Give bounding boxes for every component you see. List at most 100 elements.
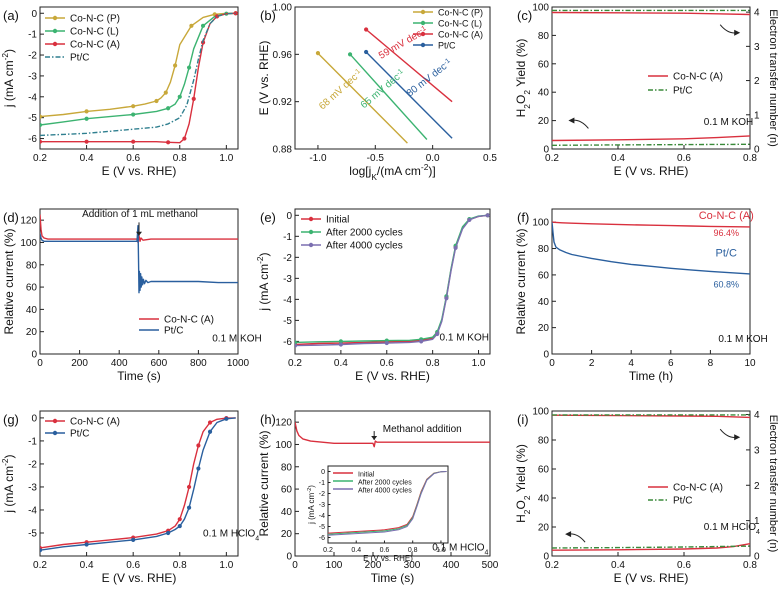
y-tick-label: -3 [28, 71, 37, 82]
plot-frame [39, 208, 239, 355]
y2-tick-label: 3 [754, 445, 760, 456]
series-layer [295, 213, 490, 348]
y-tick-label: -5 [319, 524, 325, 531]
y-tick-label: 1.00 [273, 3, 293, 14]
text-part: /(mA cm [377, 164, 421, 178]
annotation: 0.1 M HClO4 [203, 528, 259, 542]
annotation: Pt/C [716, 247, 737, 259]
legend-label: After 4000 cycles [326, 241, 403, 252]
data-point [453, 245, 458, 250]
x-axis-label: Time (s) [117, 369, 161, 383]
data-point [182, 136, 187, 141]
annotation-text: Addition of 1 mL methanol [82, 209, 198, 220]
data-point [191, 96, 196, 101]
x-tick-label: 0.8 [426, 358, 440, 369]
y-tick-label: -5 [28, 113, 37, 124]
y2-tick-label: 2 [754, 481, 760, 492]
text-part: 2 [522, 104, 532, 109]
x-tick-label: 0.0 [426, 153, 440, 164]
data-point [485, 213, 490, 218]
legend-marker [308, 242, 314, 248]
data-point [315, 51, 321, 56]
text-part: -2 [421, 162, 429, 172]
y-tick-label: -2 [28, 51, 37, 62]
text-part: -2 [307, 488, 313, 493]
y2-tick-label: 2 [754, 76, 760, 87]
data-point [131, 112, 136, 117]
annotation: 59 mV dec-1 [377, 25, 430, 62]
series-line-co-n-c-a- [295, 422, 490, 448]
data-point [84, 109, 89, 114]
series-line-pt-c [365, 51, 453, 139]
data-point [131, 139, 136, 144]
y-axis-label: j (mA cm-2) [255, 252, 271, 311]
text-part: O [514, 95, 528, 104]
data-point [364, 49, 369, 55]
text-part: 2 [522, 509, 532, 514]
x-tick-label: 0.2 [323, 547, 333, 554]
legend-marker [420, 42, 426, 48]
y-tick-label: 0 [31, 9, 37, 20]
y-axis-label: j (mA cm-2) [0, 49, 16, 108]
annotation: Addition of 1 mL methanol [82, 209, 198, 220]
x-axis-label: E (V vs. RHE) [614, 571, 689, 585]
legend-marker [52, 418, 58, 424]
y-axis-label: H2O2 Yield (%) [514, 444, 532, 523]
series-line-pt-c [40, 12, 236, 137]
x-tick-label: 0.6 [380, 358, 394, 369]
x-tick-label: 500 [482, 560, 499, 571]
panel-label: (d) [3, 210, 19, 225]
legend-label: Co-N-C (L) [70, 27, 119, 38]
data-point [347, 52, 353, 57]
x-tick-label: 0.4 [611, 153, 625, 164]
legend-label: Initial [326, 215, 349, 226]
y-tick-label: -1 [28, 30, 37, 41]
legend-label: Pt/C [70, 53, 89, 64]
annotation: 0.1 M HClO4 [432, 542, 488, 556]
arrow-head-icon [565, 531, 572, 538]
y-tick-label: 60 [538, 465, 550, 476]
text-part: K [371, 172, 377, 182]
y-axis-label: H2O2 Yield (%) [514, 39, 532, 118]
y-tick-label: 20 [538, 323, 550, 334]
y-tick-label: 20 [538, 523, 550, 534]
legend-label: Co-N-C (A) [70, 40, 120, 51]
data-point [207, 420, 213, 425]
x-tick-label: 1.0 [219, 560, 233, 571]
y2-tick-label: 1 [754, 110, 760, 121]
plot-frame [39, 6, 239, 150]
y-tick-label: 100 [532, 218, 549, 229]
x-tick-label: 0.4 [334, 358, 348, 369]
series-layer [552, 221, 750, 275]
y-axis-label: Relative current (%) [257, 430, 271, 536]
y-tick-label: 0 [286, 211, 292, 222]
plot-frame [39, 410, 239, 557]
legend-label: Co-N-C (A) [673, 72, 723, 83]
legend-label: Co-N-C (A) [70, 417, 120, 428]
legend-label: Co-N-C (A) [438, 30, 483, 40]
plot-frame [294, 6, 491, 150]
annotation: 68 mV dec-1 [317, 67, 365, 112]
y2-tick-label: 3 [754, 42, 760, 53]
x-tick-label: 1.0 [436, 547, 446, 554]
x-tick-label: 0.8 [173, 153, 187, 164]
x-tick-label: 0.6 [126, 153, 140, 164]
y-axis-label: Relative current (%) [514, 228, 528, 334]
y-tick-label: 100 [275, 440, 292, 451]
series-layer [40, 214, 238, 294]
y-tick-label: -1 [319, 480, 325, 487]
data-point [364, 27, 369, 32]
x-tick-label: 0 [37, 358, 43, 369]
y-tick-label: -2 [28, 459, 37, 470]
data-point [196, 443, 201, 448]
plot-frame [551, 208, 751, 355]
data-point [84, 139, 89, 144]
x-tick-label: 0.2 [288, 358, 302, 369]
series-layer [315, 27, 453, 144]
y-tick-label: 60 [538, 270, 550, 281]
series-line-after-4000-cycles [328, 471, 447, 536]
x-tick-label: 0.2 [545, 560, 559, 571]
series-line-co-n-c-l- [40, 12, 236, 126]
y2-tick-label: 4 [754, 8, 760, 19]
data-point [200, 23, 206, 28]
